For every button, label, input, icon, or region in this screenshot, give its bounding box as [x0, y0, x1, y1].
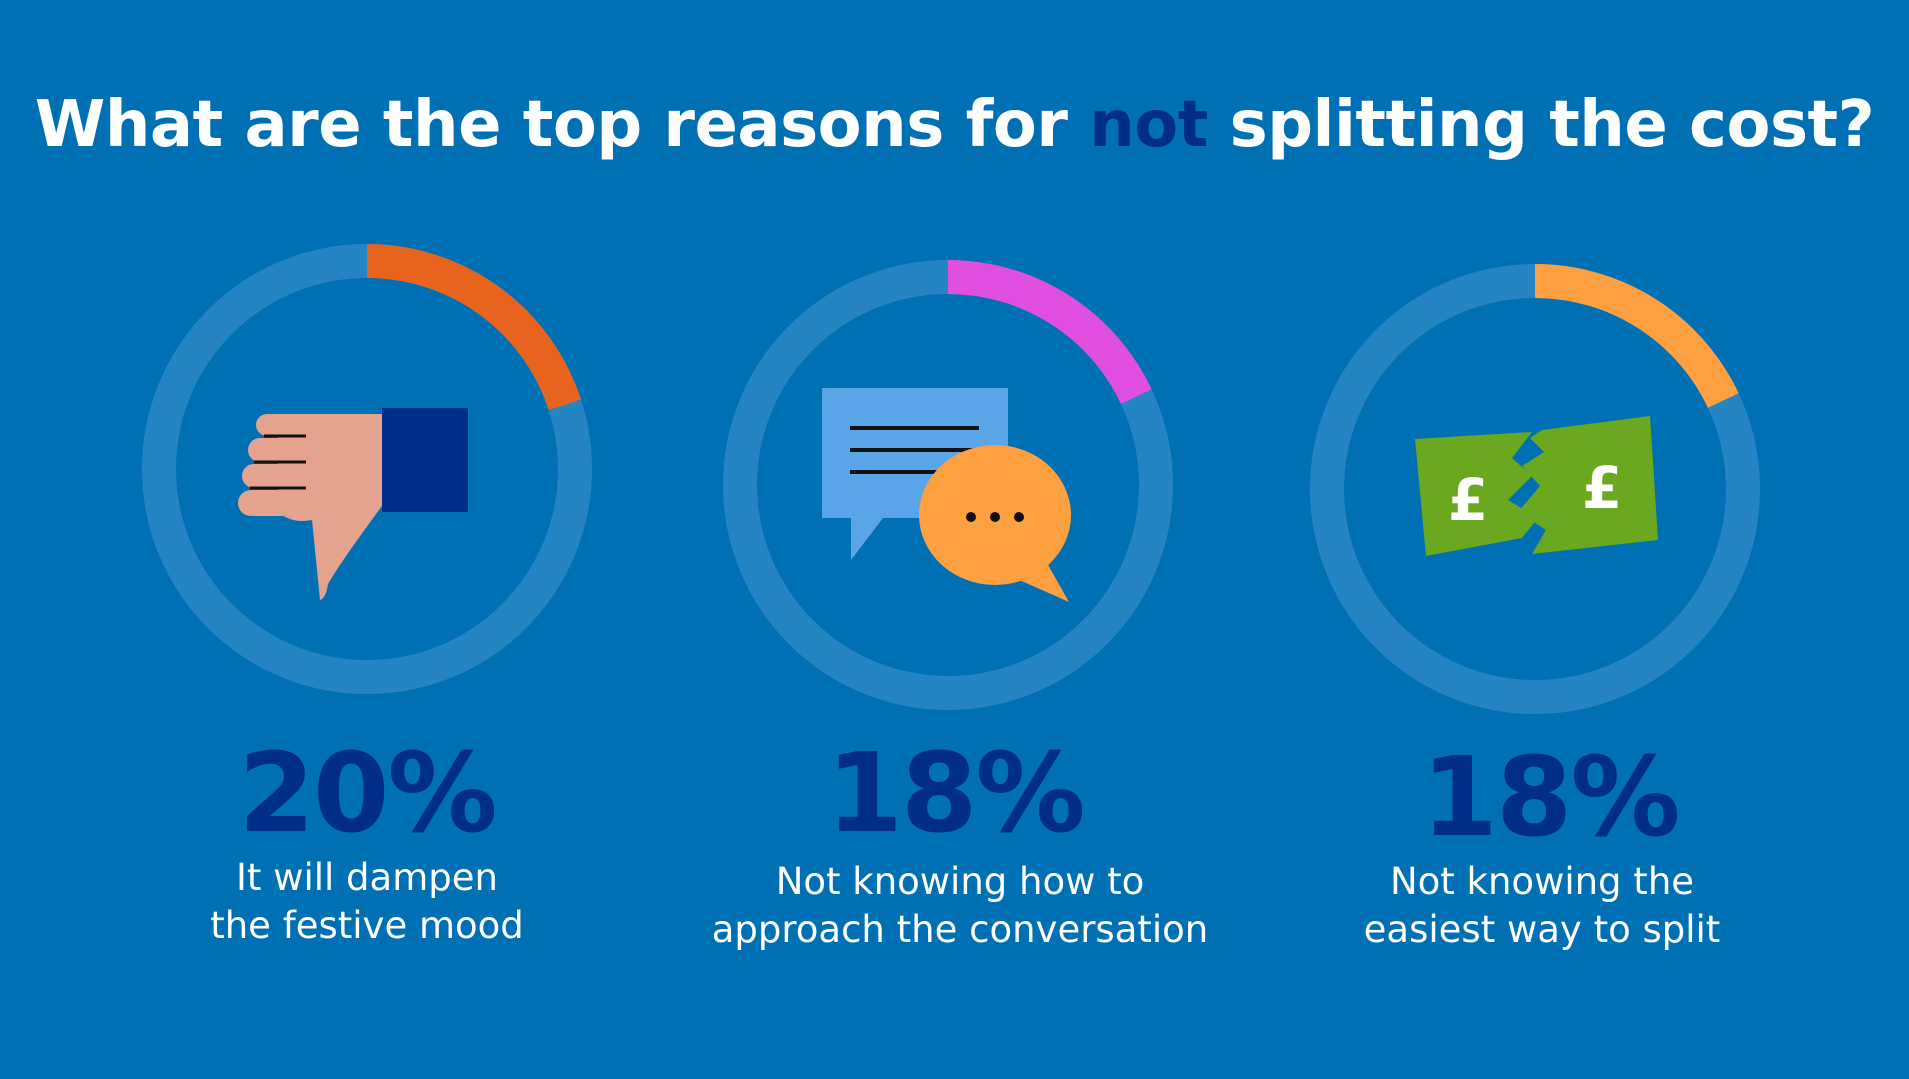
ring-arc-1 [142, 244, 592, 694]
percent-value-3: 18% [1421, 733, 1680, 861]
chat-bubbles-icon [822, 388, 1071, 602]
reason-label-3-line-1: Not knowing the [1389, 860, 1695, 903]
reason-label-2: Not knowing how to approach the conversa… [680, 858, 1240, 954]
svg-text:£: £ [1582, 454, 1622, 522]
reason-label-2-line-1: Not knowing how to [775, 860, 1145, 903]
ring-arc-3 [1310, 264, 1760, 714]
page-title: What are the top reasons for not splitti… [0, 88, 1909, 162]
reason-label-3-line-2: easiest way to split [1363, 908, 1721, 951]
thumbs-down-icon [238, 408, 468, 600]
title-highlight: not [1089, 88, 1208, 162]
donut-ring-2 [723, 260, 1173, 710]
percent-value-1: 20% [238, 729, 497, 857]
reason-label-1-line-1: It will dampen [236, 856, 498, 899]
split-pound-note-icon: £ £ [1415, 416, 1658, 556]
percent-value-2: 18% [826, 729, 1085, 857]
reason-label-2-line-2: approach the conversation [711, 908, 1209, 951]
title-before: What are the top reasons for [34, 88, 1090, 162]
reason-label-1-line-2: the festive mood [210, 904, 524, 947]
reason-label-3: Not knowing the easiest way to split [1262, 858, 1822, 954]
ring-arc-2 [723, 260, 1173, 710]
title-after: splitting the cost? [1207, 88, 1875, 162]
donut-ring-1 [142, 244, 592, 694]
svg-text:£: £ [1448, 466, 1488, 534]
donut-ring-3: £ £ [1310, 264, 1760, 714]
reason-label-1: It will dampen the festive mood [87, 854, 647, 950]
